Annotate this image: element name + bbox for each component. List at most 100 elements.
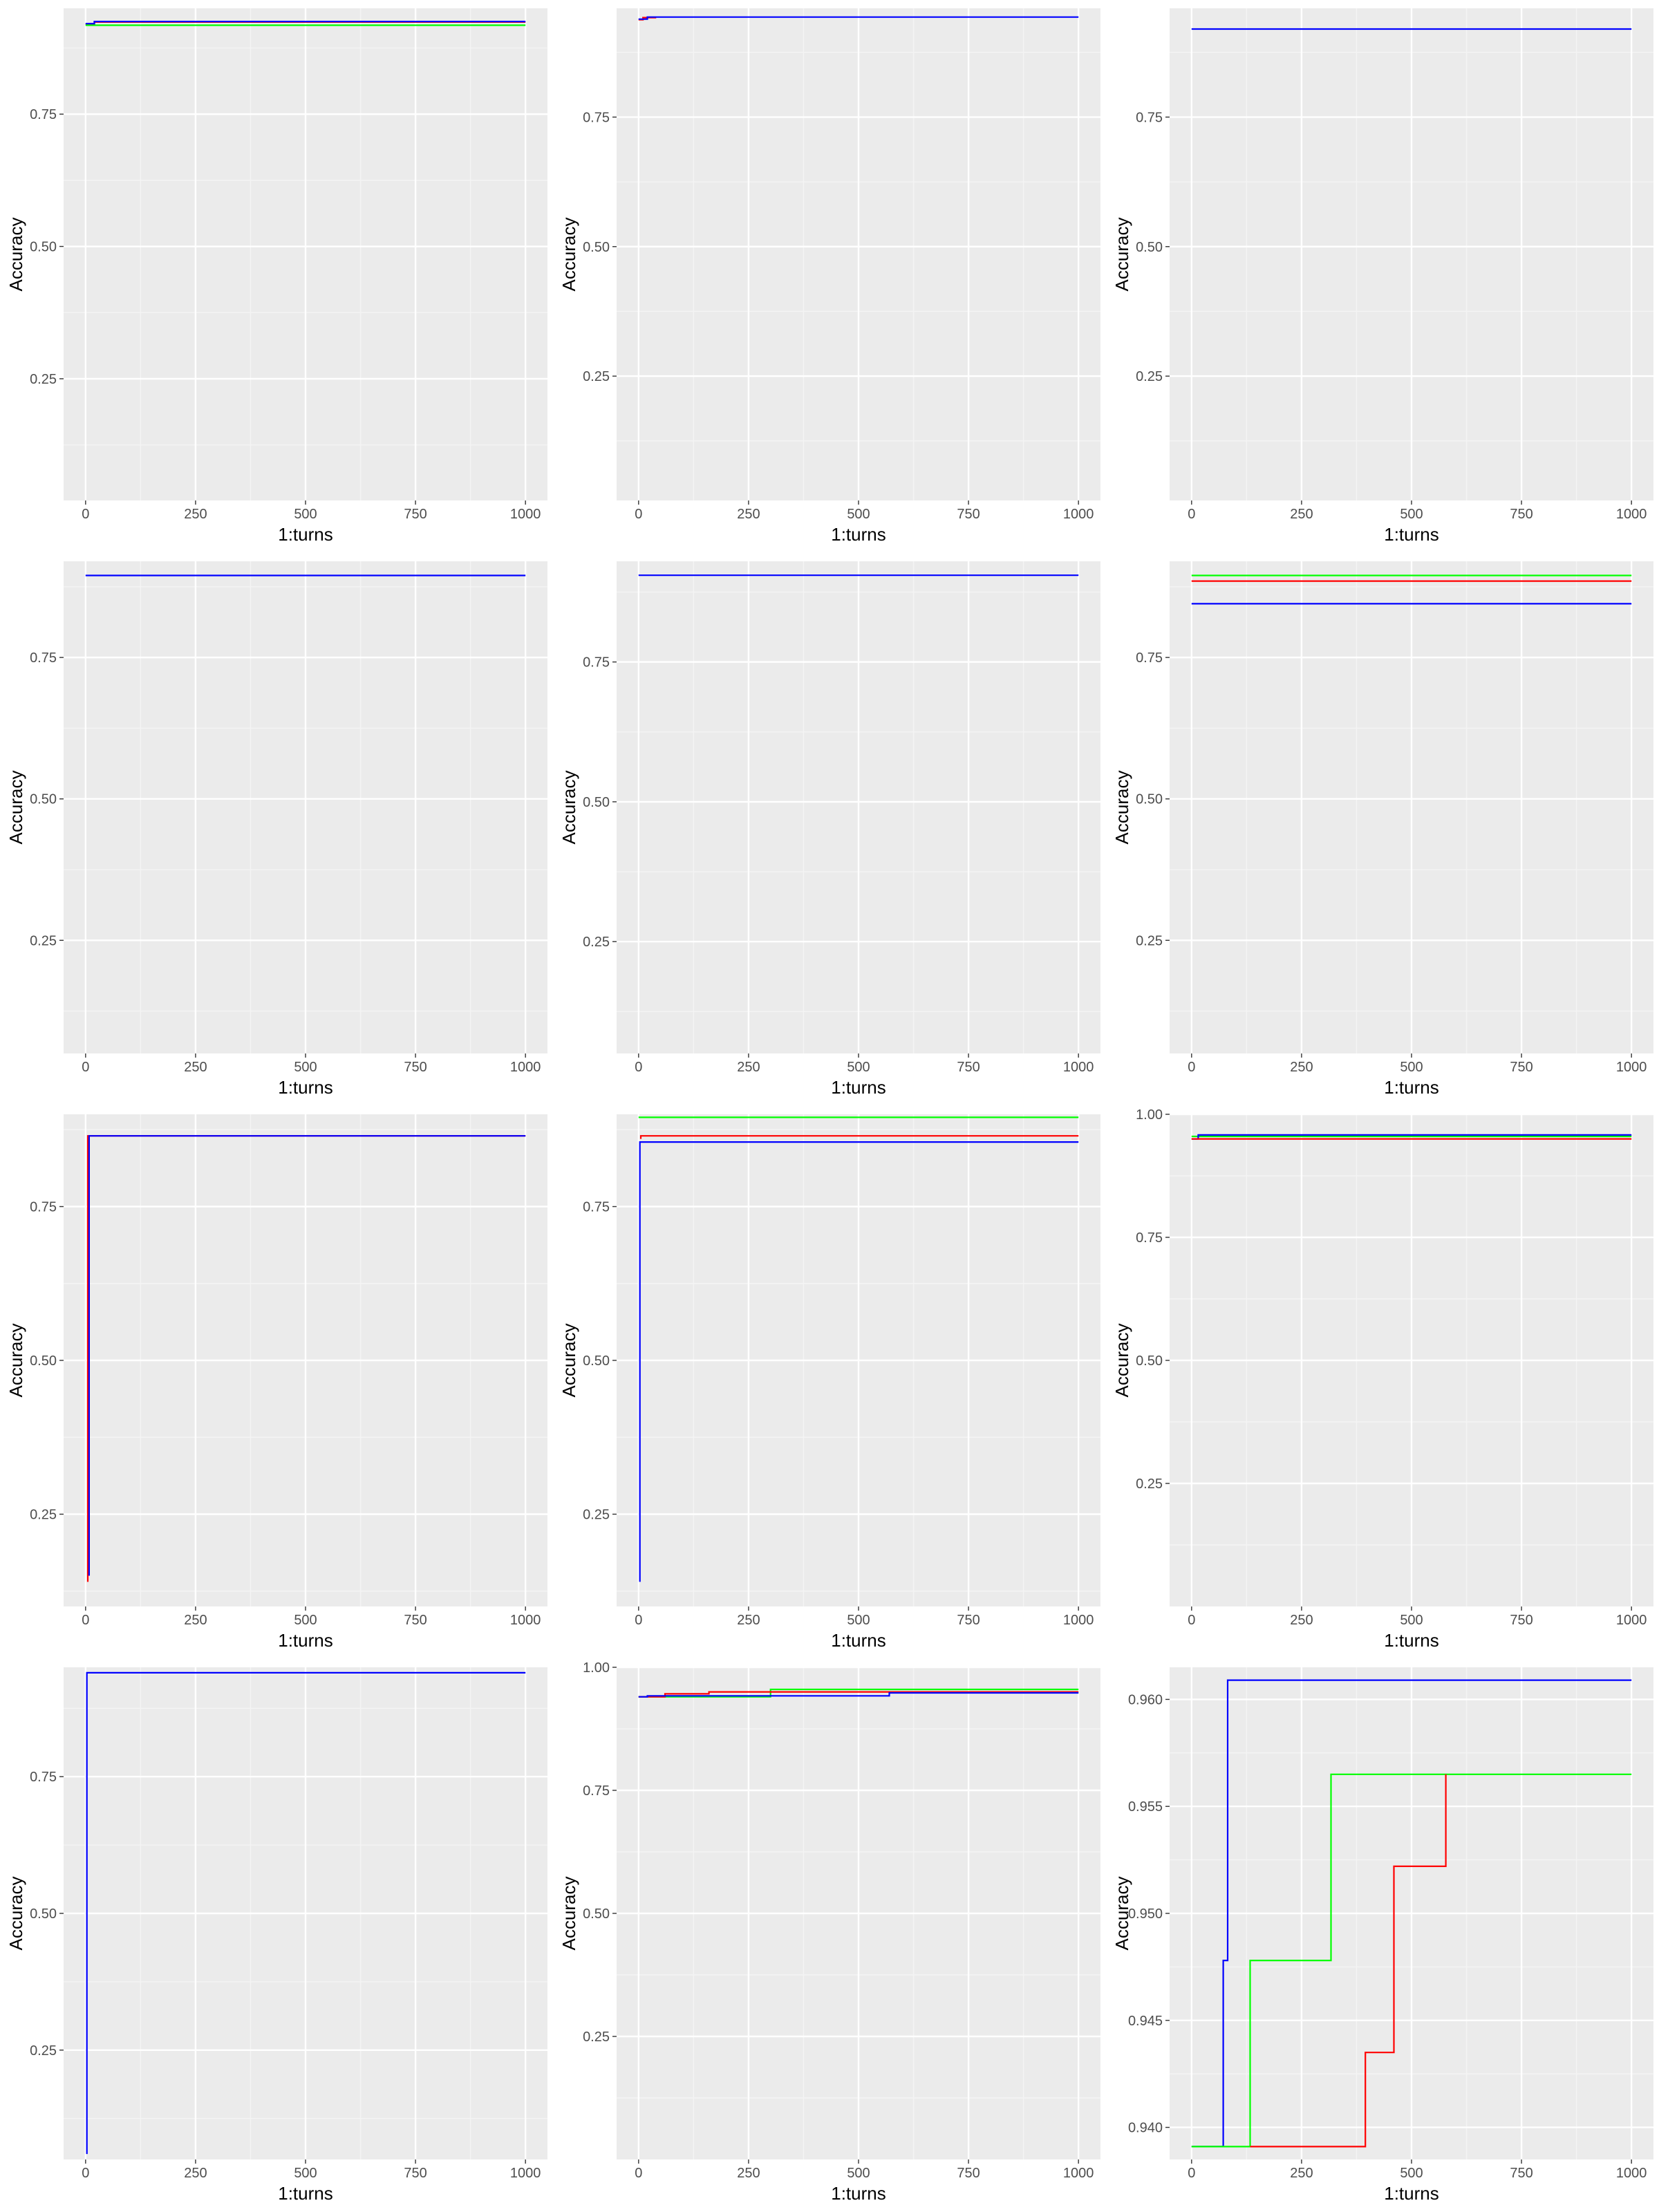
y-axis-title: Accuracy [6,218,26,292]
y-tick-label: 0.955 [1128,1799,1163,1815]
y-axis-title: Accuracy [1112,218,1132,292]
x-tick-label: 500 [847,1060,870,1075]
y-tick-label: 0.50 [583,1906,610,1922]
x-tick-label: 750 [1510,2166,1533,2181]
x-tick-label: 750 [1510,1613,1533,1628]
x-axis-title: 1:turns [278,2183,333,2204]
x-tick-label: 500 [847,1613,870,1628]
x-tick-label: 0 [82,2166,89,2181]
chart-panel-4: 0 250 500 750 1000 0.25 0.50 0.75 1:turns Accurac… [6,561,547,1098]
chart-panel-5: 0 250 500 750 1000 0.25 0.50 0.75 1:turns Accurac… [559,561,1100,1098]
x-tick-label: 250 [737,1613,760,1628]
y-tick-label: 1.00 [1136,1107,1163,1123]
y-tick-label: 0.75 [1136,110,1163,125]
y-axis-title: Accuracy [6,1324,26,1398]
x-tick-label: 500 [294,507,317,522]
x-tick-label: 0 [635,507,642,522]
y-axis-title: Accuracy [1112,771,1132,845]
y-tick-label: 0.75 [583,1200,610,1215]
x-tick-label: 1000 [510,507,541,522]
y-axis-title: Accuracy [6,1877,26,1951]
x-tick-label: 500 [1400,1613,1423,1628]
x-tick-label: 750 [1510,507,1533,522]
x-tick-label: 250 [184,507,207,522]
x-tick-label: 250 [184,1060,207,1075]
x-axis-title: 1:turns [831,1077,886,1098]
x-tick-label: 1000 [510,1613,541,1628]
y-axis-title: Accuracy [1112,1324,1132,1398]
y-tick-label: 0.25 [30,933,57,948]
x-tick-label: 0 [82,507,89,522]
x-tick-label: 750 [404,1060,427,1075]
y-axis-title: Accuracy [559,771,579,845]
series-line-green [638,1688,1079,1698]
y-tick-label: 0.50 [583,795,610,810]
y-tick-label: 0.75 [30,1770,57,1785]
x-tick-label: 1000 [1616,2166,1647,2181]
y-tick-label: 0.50 [1136,1353,1163,1369]
x-tick-label: 750 [957,1613,980,1628]
x-tick-label: 750 [404,507,427,522]
y-tick-label: 0.940 [1128,2121,1163,2136]
x-tick-label: 250 [737,2166,760,2181]
y-axis-title: Accuracy [559,1877,579,1951]
chart-panel-2: 0 250 500 750 1000 0.25 0.50 0.75 1:turns Accurac… [559,8,1100,545]
chart-panel-9: 0 250 500 750 1000 0.25 0.50 0.75 1.00 1:turns Acc… [1112,1107,1653,1651]
x-axis-title: 1:turns [278,524,333,545]
x-tick-label: 0 [635,1060,642,1075]
chart-panel-3: 0 250 500 750 1000 0.25 0.50 0.75 1:turns Accurac… [1112,8,1653,545]
x-axis-title: 1:turns [1384,1630,1439,1651]
y-tick-label: 0.75 [583,1783,610,1799]
y-tick-label: 0.75 [1136,650,1163,666]
y-tick-label: 0.25 [1136,1477,1163,1492]
y-tick-label: 0.50 [30,240,57,255]
series-line-blue [638,16,1079,20]
series-line-blue [88,1135,526,1576]
chart-panel-1: 0 250 500 750 1000 0.25 0.50 0.75 1:turns Accurac… [6,8,547,545]
y-axis-title: Accuracy [559,218,579,292]
y-axis-title: Accuracy [1112,1877,1132,1951]
y-tick-label: 0.25 [30,372,57,387]
x-tick-label: 500 [847,507,870,522]
series-line-blue [639,1141,1079,1582]
y-tick-label: 0.75 [583,655,610,671]
x-tick-label: 250 [184,2166,207,2181]
series-line-blue [638,1691,1079,1698]
x-tick-label: 250 [1290,1060,1313,1075]
y-tick-label: 0.50 [583,240,610,255]
x-tick-label: 1000 [1616,1613,1647,1628]
x-tick-label: 1000 [1063,2166,1094,2181]
y-tick-label: 0.50 [583,1353,610,1369]
y-tick-label: 0.25 [1136,369,1163,384]
y-tick-label: 0.75 [30,650,57,666]
x-tick-label: 750 [1510,1060,1533,1075]
x-tick-label: 750 [404,1613,427,1628]
y-tick-label: 0.25 [583,369,610,384]
x-tick-label: 500 [1400,507,1423,522]
y-tick-label: 0.25 [583,935,610,950]
x-tick-label: 500 [294,1060,317,1075]
y-tick-label: 0.50 [30,792,57,807]
x-tick-label: 750 [957,1060,980,1075]
chart-panel-10: 0 250 500 750 1000 0.25 0.50 0.75 1:turns Accurac… [6,1667,547,2204]
x-tick-label: 500 [847,2166,870,2181]
x-tick-label: 250 [1290,507,1313,522]
x-axis-title: 1:turns [1384,524,1439,545]
x-tick-label: 500 [1400,2166,1423,2181]
series-line-red [638,1691,1079,1698]
y-tick-label: 0.960 [1128,1692,1163,1707]
x-axis-title: 1:turns [278,1077,333,1098]
chart-panel-11: 0 250 500 750 1000 0.25 0.50 0.75 1.00 1:turns Acc… [559,1660,1100,2204]
x-tick-label: 500 [294,1613,317,1628]
y-axis-title: Accuracy [559,1324,579,1398]
x-tick-label: 500 [294,2166,317,2181]
y-tick-label: 0.50 [30,1353,57,1369]
x-tick-label: 1000 [1063,507,1094,522]
x-tick-label: 250 [1290,2166,1313,2181]
x-tick-label: 0 [1188,2166,1195,2181]
y-tick-label: 0.945 [1128,2014,1163,2029]
x-tick-label: 1000 [510,1060,541,1075]
x-tick-label: 0 [1188,1060,1195,1075]
chart-panel-6: 0 250 500 750 1000 0.25 0.50 0.75 1:turns Accurac… [1112,561,1653,1098]
x-tick-label: 750 [957,2166,980,2181]
